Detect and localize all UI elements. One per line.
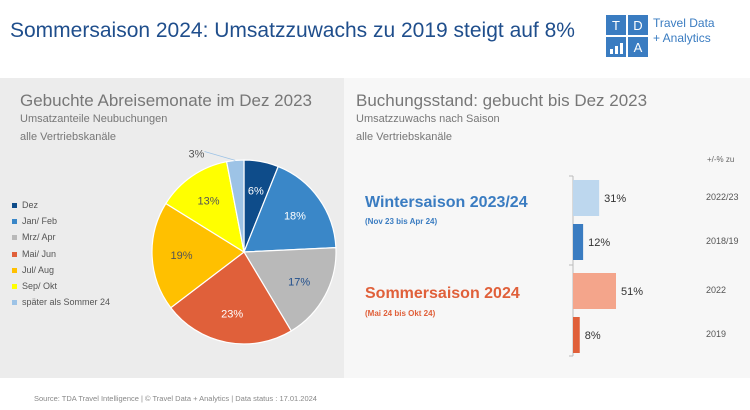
reference-year-label: 2019 [706, 329, 727, 339]
bar-data-label: 8% [585, 330, 601, 342]
legend-swatch [12, 251, 17, 257]
reference-year-label: 2018/19 [706, 236, 739, 246]
legend-label: Mrz/ Apr [22, 232, 56, 243]
logo-letter-a: A [628, 37, 648, 57]
page-title: Sommersaison 2024: Umsatzzuwachs zu 2019… [10, 19, 575, 42]
logo-letter-t: T [606, 15, 626, 35]
legend-item: später als Sommer 24 [12, 294, 110, 310]
bar-chart-title: Buchungsstand: gebucht bis Dez 2023 [356, 91, 648, 110]
pie-slice [243, 165, 337, 253]
legend-swatch [12, 267, 17, 273]
legend-label: Mai/ Jun [22, 248, 57, 259]
legend-item: Jul/ Aug [12, 262, 110, 278]
reference-year-label: 2022/23 [706, 192, 739, 202]
pie-chart-title: Gebuchte Abreisemonate im Dez 2023 [20, 91, 313, 110]
pie-slice [151, 202, 246, 309]
bar-0 [573, 180, 600, 216]
tda-logo: T D A Travel Data + Analytics [606, 15, 744, 57]
legend-label: Sep/ Okt [22, 280, 58, 291]
pie-data-label: 19% [170, 250, 192, 262]
legend-swatch [12, 219, 17, 225]
legend-item: Jan/ Feb [12, 213, 110, 229]
summer-season-title: Sommersaison 2024 [365, 285, 520, 302]
pie-slice [242, 246, 337, 332]
legend-item: Mai/ Jun [12, 246, 110, 262]
pie-chart-subtitle: Umsatzanteile Neubuchungen [20, 113, 168, 125]
reference-year-label: 2022 [706, 285, 727, 295]
legend-item: Dez [12, 197, 110, 213]
pie-data-label: 13% [198, 195, 220, 207]
legend-label: Jan/ Feb [22, 216, 58, 227]
pie-data-label: 6% [248, 186, 264, 198]
bar-chart-subtitle: Umsatzzuwachs nach Saison [356, 113, 500, 125]
winter-season-title: Wintersaison 2023/24 [365, 194, 528, 211]
pie-data-label: 17% [288, 277, 310, 289]
logo-bars-icon [606, 37, 626, 57]
legend-swatch [12, 203, 17, 208]
logo-letter-d: D [628, 15, 648, 35]
legend-item: Mrz/ Apr [12, 229, 110, 245]
column-header: +/-% zu [707, 155, 735, 164]
pie-chart-subtitle-2: alle Vertriebskanäle [20, 131, 117, 143]
pie-slice [165, 160, 245, 254]
logo-line2: + Analytics [653, 31, 711, 45]
legend-swatch [12, 235, 17, 241]
pie-leader-line [204, 151, 236, 161]
legend-swatch [12, 300, 17, 306]
legend-label: Dez [22, 200, 39, 210]
legend-swatch [12, 283, 17, 289]
legend-label: später als Sommer 24 [22, 297, 111, 308]
summer-season-subtitle: (Mai 24 bis Okt 24) [365, 309, 436, 318]
pie-slice [225, 159, 245, 253]
bar-data-label: 51% [621, 286, 643, 298]
logo-line1: Travel Data [653, 16, 715, 30]
pie-legend: Dez Jan/ Feb Mrz/ Apr Mai/ Jun Jul/ Aug Sep/ … [12, 197, 110, 310]
right-panel [344, 78, 750, 378]
bar-1 [573, 224, 584, 260]
bar-data-label: 12% [588, 237, 610, 249]
bar-3 [573, 317, 580, 353]
winter-season-subtitle: (Nov 23 bis Apr 24) [365, 217, 438, 226]
legend-label: Jul/ Aug [22, 264, 55, 275]
pie-data-label: 3% [189, 148, 205, 160]
pie-data-label: 18% [284, 211, 306, 223]
logo-text: Travel Data + Analytics [653, 16, 715, 46]
pie-slice [169, 251, 293, 345]
legend-item: Sep/ Okt [12, 278, 110, 294]
bar-2 [573, 273, 616, 309]
bar-data-label: 31% [604, 193, 626, 205]
bar-chart-subtitle-2: alle Vertriebskanäle [356, 131, 453, 143]
footer-source: Source: TDA Travel Intelligence | © Trav… [34, 394, 317, 403]
pie-data-label: 23% [221, 308, 243, 320]
